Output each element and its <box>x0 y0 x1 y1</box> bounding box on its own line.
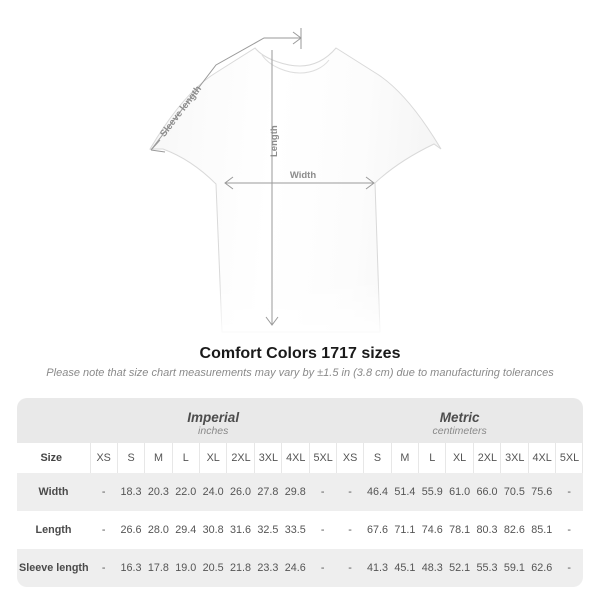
svg-text:Length: Length <box>269 125 280 157</box>
svg-text:Width: Width <box>290 170 316 181</box>
